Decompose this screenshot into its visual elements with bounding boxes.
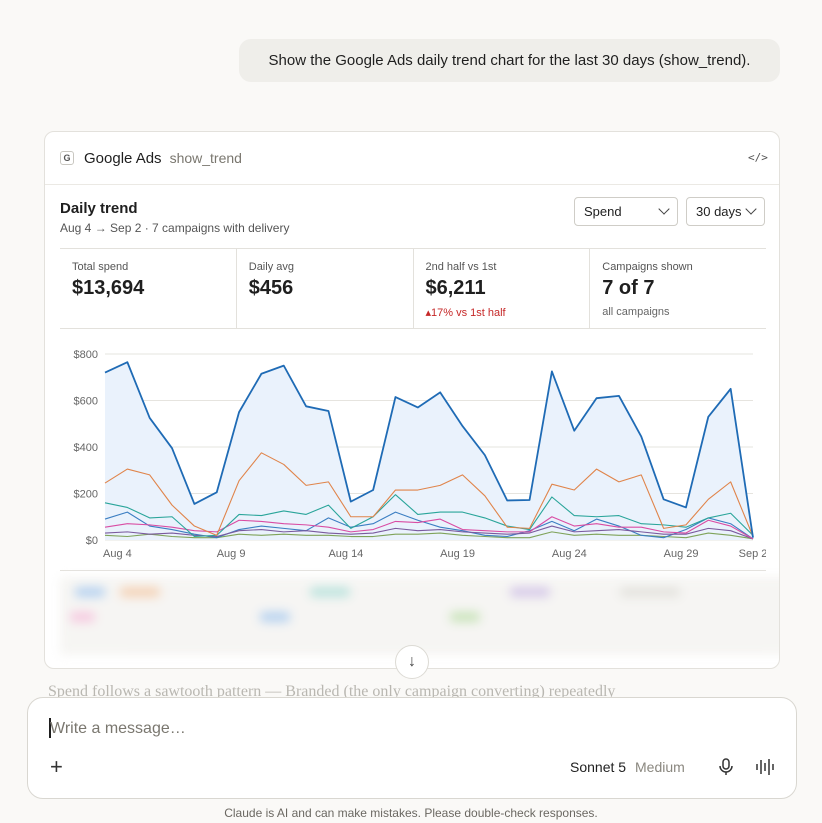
tool-name: Google Ads <box>84 149 162 167</box>
model-mode[interactable]: Medium <box>635 759 685 775</box>
stat-half-comparison: 2nd half vs 1st $6,211 ▴17% vs 1st half <box>414 249 591 328</box>
message-input[interactable]: Write a message… <box>50 720 186 737</box>
x-tick-label: Aug 19 <box>440 548 475 560</box>
series-line <box>104 516 754 540</box>
chart-subtitle: Aug 4 → Sep 2 · 7 campaigns with deliver… <box>60 221 290 235</box>
stat-value: 7 of 7 <box>602 277 655 299</box>
stat-label: Daily avg <box>248 261 294 273</box>
voice-mode-icon[interactable] <box>755 758 775 776</box>
y-tick-label: $0 <box>86 535 98 547</box>
model-selector[interactable]: Sonnet 5 <box>570 759 627 775</box>
stat-label: Total spend <box>72 261 129 273</box>
series-line <box>104 494 754 538</box>
daily-trend-chart: $0 $200 $400 $600 $800 Aug 4 Aug 9 Aug 14 Aug 19… <box>74 349 766 560</box>
x-tick-label: Sep 2 <box>739 548 766 560</box>
stat-value: $13,694 <box>72 277 145 299</box>
stat-daily-avg: Daily avg $456 <box>237 249 414 328</box>
range-select[interactable]: 30 days <box>686 197 765 226</box>
x-tick-label: Aug 29 <box>664 548 699 560</box>
chart-title: Daily trend <box>60 200 138 217</box>
stat-campaigns-shown: Campaigns shown 7 of 7 all campaigns <box>590 249 766 328</box>
disclaimer: Claude is AI and can make mistakes. Plea… <box>224 806 598 820</box>
x-tick-label: Aug 4 <box>103 548 132 560</box>
chevron-down-icon <box>745 203 757 215</box>
message-composer[interactable]: Write a message… + Sonnet 5 Medium <box>27 697 797 799</box>
stat-total-spend: Total spend $13,694 <box>60 249 237 328</box>
y-tick-label: $600 <box>74 396 98 408</box>
chart-divider <box>60 570 766 571</box>
stat-label: Campaigns shown <box>602 261 693 273</box>
chart-heading: Daily trend Aug 4 → Sep 2 · 7 campaigns … <box>60 200 289 235</box>
microphone-icon[interactable] <box>718 758 734 776</box>
y-tick-label: $400 <box>74 442 98 454</box>
metric-select-value: Spend <box>584 204 622 219</box>
card-header: G Google Ads show_trend </> <box>45 132 779 185</box>
y-tick-label: $800 <box>74 349 98 361</box>
stat-value: $6,211 <box>425 277 486 299</box>
plus-icon[interactable]: + <box>50 754 63 779</box>
tool-result-card: G Google Ads show_trend </> Daily trend … <box>44 131 780 669</box>
blurred-legend <box>60 577 779 655</box>
y-tick-label: $200 <box>74 489 98 501</box>
tool-function: show_trend <box>169 150 242 166</box>
metric-select[interactable]: Spend <box>574 197 678 226</box>
series-line <box>104 452 754 537</box>
stats-row: Total spend $13,694 Daily avg $456 2nd h… <box>60 248 766 329</box>
chevron-down-icon <box>658 203 670 215</box>
stat-label: 2nd half vs 1st <box>425 261 497 273</box>
assistant-response-preview: Spend follows a sawtooth pattern — Brand… <box>48 683 616 699</box>
stat-change-note: ▴17% vs 1st half <box>425 307 506 319</box>
series-line <box>104 361 754 538</box>
stat-note: all campaigns <box>602 306 670 318</box>
x-tick-label: Aug 24 <box>552 548 587 560</box>
x-tick-label: Aug 9 <box>217 548 246 560</box>
user-message-bubble: Show the Google Ads daily trend chart fo… <box>239 39 780 82</box>
user-message-text: Show the Google Ads daily trend chart fo… <box>268 52 751 69</box>
x-tick-label: Aug 14 <box>328 548 363 560</box>
arrow-down-icon: ↓ <box>408 653 416 670</box>
scroll-down-button[interactable]: ↓ <box>395 645 429 679</box>
series-line <box>104 525 754 540</box>
text-caret <box>49 718 51 738</box>
range-select-value: 30 days <box>696 204 742 219</box>
stat-value: $456 <box>248 277 294 299</box>
series-line <box>104 511 754 540</box>
google-ads-icon: G <box>60 151 74 165</box>
code-icon[interactable]: </> <box>748 151 768 164</box>
